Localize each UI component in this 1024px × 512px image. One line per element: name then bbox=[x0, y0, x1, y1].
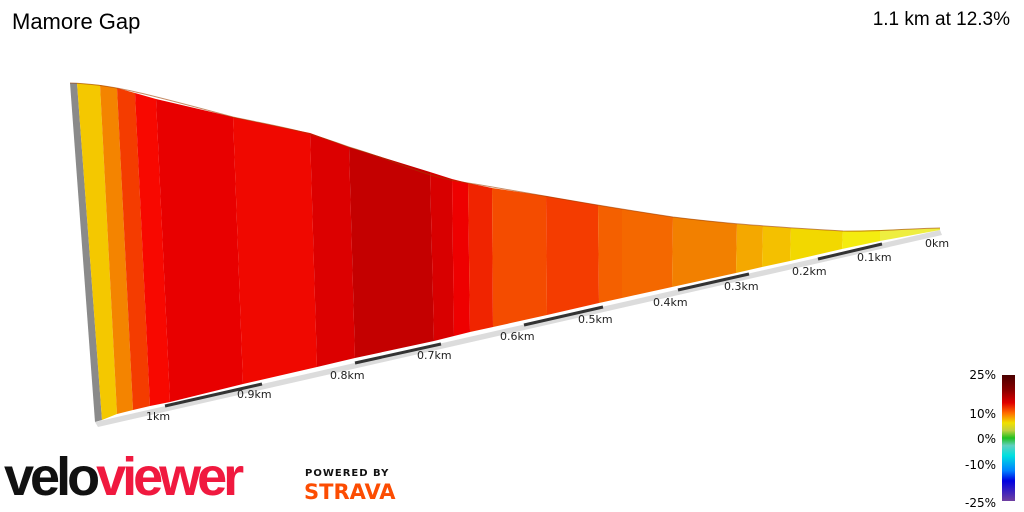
svg-text:0.7km: 0.7km bbox=[417, 349, 452, 362]
legend-label-10: 10% bbox=[969, 407, 996, 421]
profile-top-edge bbox=[69, 82, 941, 232]
svg-text:1km: 1km bbox=[146, 410, 170, 423]
legend-color-bar bbox=[1002, 375, 1015, 501]
svg-text:0.8km: 0.8km bbox=[330, 369, 365, 382]
svg-text:0.3km: 0.3km bbox=[724, 280, 759, 293]
svg-text:0.2km: 0.2km bbox=[792, 265, 827, 278]
climb-summary: 1.1 km at 12.3% bbox=[872, 9, 1010, 30]
svg-text:0.5km: 0.5km bbox=[578, 313, 613, 326]
gradient-segments bbox=[77, 83, 940, 420]
profile-side-face bbox=[70, 83, 102, 422]
distance-tick-labels: 1km 0.9km 0.8km 0.7km 0.6km 0.5km 0.4km … bbox=[146, 237, 949, 423]
strava-logo: STRAVA bbox=[304, 480, 396, 504]
legend-label-minus25: -25% bbox=[964, 496, 996, 510]
legend-label-25: 25% bbox=[969, 368, 996, 382]
legend-label-minus10: -10% bbox=[964, 458, 996, 472]
powered-by-label: POWERED BY bbox=[305, 468, 390, 479]
svg-text:0.4km: 0.4km bbox=[653, 296, 688, 309]
svg-text:0.9km: 0.9km bbox=[237, 388, 272, 401]
logo-velo-text: velo bbox=[4, 447, 100, 507]
logo-viewer-text: viewer bbox=[96, 447, 244, 507]
legend-label-0: 0% bbox=[976, 432, 996, 446]
svg-text:0km: 0km bbox=[925, 237, 949, 250]
svg-text:0.1km: 0.1km bbox=[857, 251, 892, 264]
svg-text:0.6km: 0.6km bbox=[500, 330, 535, 343]
veloviewer-logo: veloviewer bbox=[4, 447, 244, 507]
page-title: Mamore Gap bbox=[12, 9, 141, 34]
distance-scale bbox=[164, 242, 883, 408]
